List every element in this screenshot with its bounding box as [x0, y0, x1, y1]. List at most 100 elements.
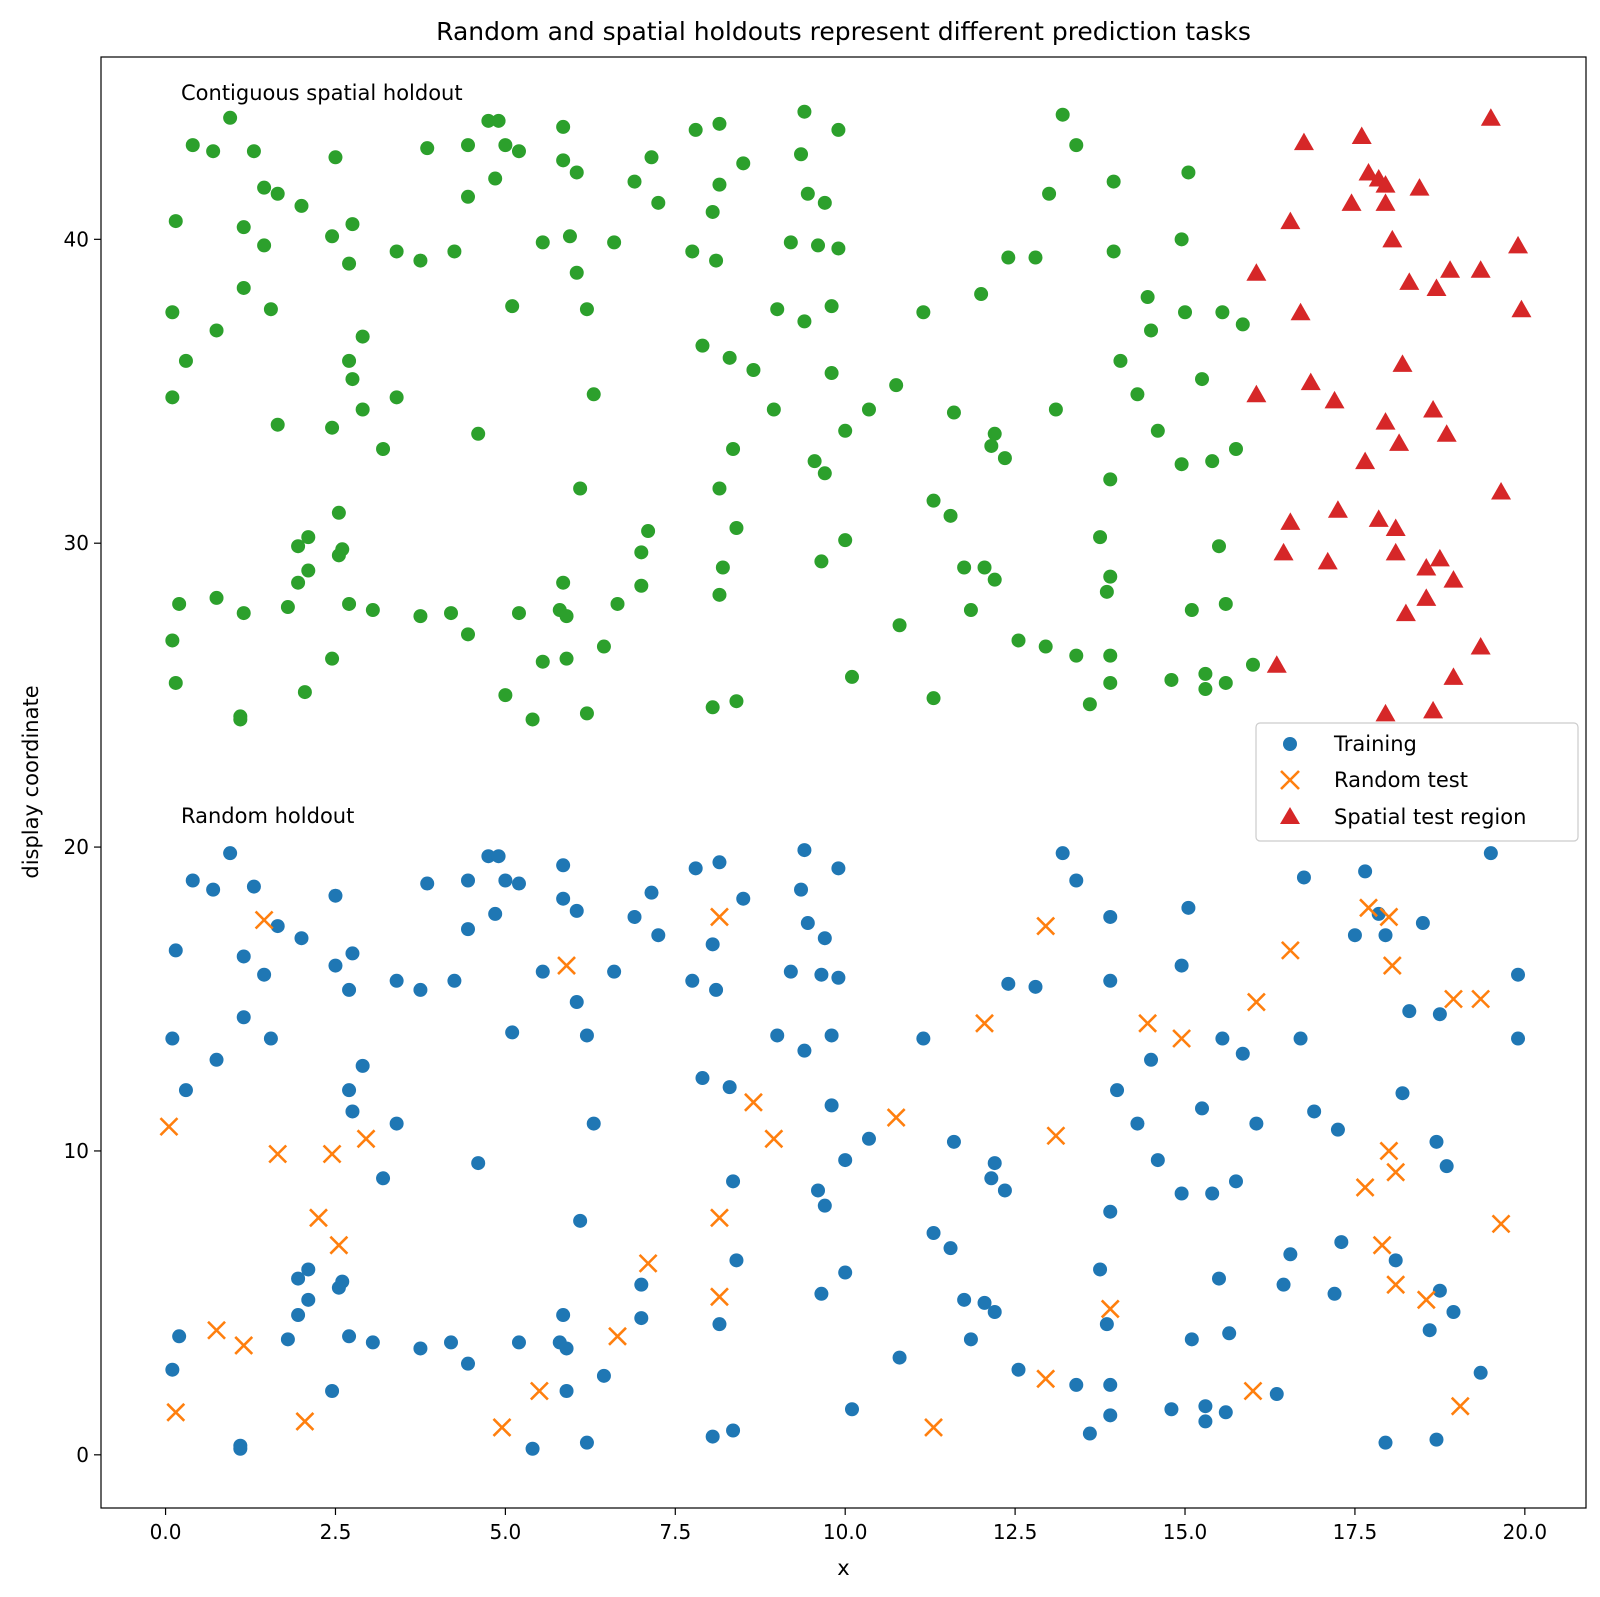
- point-training-upper-117: [817, 195, 832, 210]
- point-training-15: [263, 1031, 278, 1046]
- point-random-test-15: [638, 1253, 658, 1273]
- point-training-upper-164: [1150, 423, 1165, 438]
- point-training-97: [817, 931, 832, 946]
- point-spatial-test-region-28: [1399, 272, 1420, 290]
- point-training-upper-181: [1245, 657, 1260, 672]
- point-training-upper-98: [712, 116, 727, 131]
- point-spatial-test-region-0: [1246, 263, 1267, 281]
- point-training-upper-71: [556, 119, 571, 134]
- x-axis-label: x: [837, 1556, 849, 1580]
- point-training-45: [461, 873, 476, 888]
- point-spatial-test-region-18: [1375, 193, 1396, 211]
- point-training-129: [1103, 909, 1118, 924]
- point-training-upper-163: [1144, 323, 1159, 338]
- point-training-125: [1082, 1426, 1097, 1441]
- point-training-140: [1181, 900, 1196, 915]
- point-training-upper-128: [892, 618, 907, 633]
- point-training-29: [342, 1083, 357, 1098]
- point-spatial-test-region-42: [1480, 108, 1501, 126]
- point-random-test-25: [1036, 916, 1056, 936]
- point-training-upper-81: [596, 639, 611, 654]
- point-random-test-26: [1046, 1126, 1066, 1146]
- point-training-upper-72: [559, 609, 574, 624]
- point-training-upper-167: [1174, 232, 1189, 247]
- point-training-8: [209, 1052, 224, 1067]
- point-spatial-test-region-10: [1324, 390, 1345, 409]
- point-training-35: [376, 1171, 391, 1186]
- point-training-upper-122: [831, 122, 846, 137]
- point-training-upper-54: [461, 189, 476, 204]
- point-training-upper-144: [1028, 250, 1043, 265]
- point-training-39: [413, 982, 428, 997]
- point-training-90: [794, 882, 809, 897]
- point-spatial-test-region-8: [1300, 372, 1321, 391]
- point-training-78: [705, 937, 720, 952]
- point-training-153: [1269, 1387, 1284, 1402]
- point-training-158: [1307, 1104, 1322, 1119]
- point-training-43: [461, 1356, 476, 1371]
- point-training-82: [712, 855, 727, 870]
- point-training-upper-69: [556, 575, 571, 590]
- point-training-52: [511, 1335, 526, 1350]
- point-training-upper-31: [325, 651, 340, 666]
- point-training-40: [420, 876, 435, 891]
- point-spatial-test-region-45: [1511, 299, 1532, 318]
- point-random-test-42: [1444, 989, 1463, 1009]
- point-training-55: [535, 964, 550, 979]
- point-training-66: [579, 1028, 594, 1043]
- point-training-upper-60: [498, 688, 513, 703]
- point-training-upper-46: [389, 244, 404, 259]
- point-spatial-test-region-35: [1429, 548, 1450, 567]
- point-training-167: [1388, 1253, 1403, 1268]
- point-training-upper-34: [331, 505, 346, 520]
- point-training-upper-150: [1069, 648, 1084, 663]
- legend-label-random-test: Random test: [1334, 768, 1468, 792]
- point-training-67: [586, 1116, 601, 1131]
- point-spatial-test-region-17: [1368, 509, 1389, 527]
- point-training-126: [1093, 1262, 1108, 1277]
- point-training-upper-121: [831, 241, 846, 256]
- point-training-upper-174: [1205, 454, 1220, 469]
- point-training-upper-20: [263, 302, 278, 317]
- point-training-79: [705, 1429, 720, 1444]
- point-training-166: [1378, 1435, 1393, 1450]
- point-training-upper-136: [974, 287, 989, 302]
- point-training-upper-27: [297, 685, 312, 700]
- point-training-upper-65: [525, 712, 540, 727]
- point-training-upper-129: [916, 305, 931, 320]
- point-training-upper-37: [342, 596, 357, 611]
- point-training-118: [997, 1183, 1012, 1198]
- point-training-92: [797, 1043, 812, 1058]
- point-training-123: [1069, 873, 1084, 888]
- point-training-32: [345, 946, 360, 961]
- point-training-31: [345, 1104, 360, 1119]
- point-training-138: [1174, 958, 1189, 973]
- point-training-upper-176: [1215, 305, 1230, 320]
- legend-marker-random-test: [1280, 770, 1300, 790]
- point-random-test-31: [1246, 992, 1266, 1012]
- point-training-181: [1511, 967, 1526, 982]
- point-training-88: [770, 1028, 785, 1043]
- point-training-upper-5: [172, 596, 187, 611]
- point-training-upper-48: [413, 253, 428, 268]
- point-random-test-24: [1036, 1369, 1056, 1389]
- point-training-upper-109: [783, 235, 798, 250]
- point-training-upper-148: [1055, 107, 1070, 122]
- point-training-176: [1439, 1159, 1454, 1174]
- point-training-upper-10: [209, 323, 224, 338]
- point-spatial-test-region-7: [1293, 132, 1314, 151]
- point-spatial-test-region-26: [1392, 354, 1413, 372]
- annotation-contiguous: Contiguous spatial holdout: [181, 81, 463, 105]
- point-training-upper-178: [1218, 596, 1233, 611]
- point-training-93: [800, 916, 815, 931]
- point-random-test-36: [1379, 1141, 1399, 1161]
- point-training-upper-53: [461, 627, 476, 642]
- point-training-16: [270, 919, 285, 934]
- point-training-upper-177: [1218, 675, 1233, 690]
- point-training-11: [236, 1010, 251, 1025]
- point-training-73: [644, 885, 659, 900]
- point-training-upper-88: [644, 150, 659, 165]
- point-training-upper-79: [579, 706, 594, 721]
- point-random-test-11: [492, 1418, 512, 1437]
- point-training-upper-89: [651, 195, 666, 210]
